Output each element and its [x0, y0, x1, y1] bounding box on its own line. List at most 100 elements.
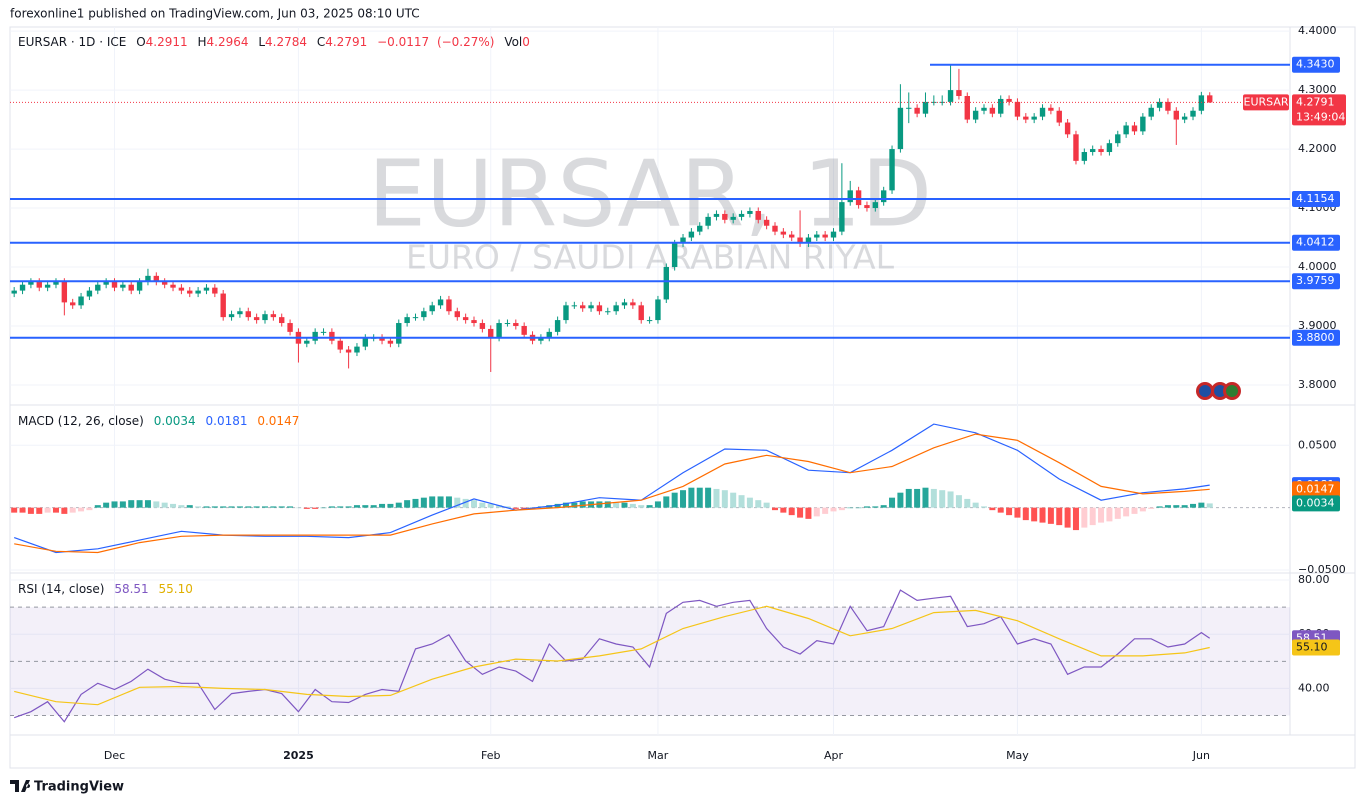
histogram-bar — [922, 487, 929, 508]
indicator-line — [13, 423, 1210, 554]
histogram-bar — [1190, 503, 1197, 508]
candle-body — [1023, 116, 1029, 120]
x-tick-label: Mar — [648, 749, 669, 762]
histogram-bar — [1098, 507, 1105, 523]
candle-body — [1148, 107, 1154, 117]
histogram-bar — [797, 507, 804, 518]
histogram-bar — [69, 507, 76, 513]
macd-legend: MACD (12, 26, close) 0.0034 0.0181 0.014… — [18, 414, 299, 428]
candle-body — [830, 231, 837, 238]
rsi-ma-tag: 55.10 — [1296, 640, 1328, 653]
histogram-bar — [119, 501, 126, 508]
candle-body — [1098, 149, 1104, 153]
candle-body — [922, 101, 929, 114]
candle-body — [195, 290, 201, 294]
candle-body — [713, 213, 720, 217]
candle-body — [187, 290, 193, 294]
candle-body — [128, 284, 134, 291]
histogram-bar — [370, 505, 377, 508]
histogram-bar — [1089, 507, 1096, 526]
candle-body — [379, 337, 385, 341]
candle-body — [362, 337, 369, 347]
candle-body — [613, 305, 619, 312]
candle-body — [538, 337, 544, 341]
candle-body — [722, 213, 728, 220]
candle-body — [429, 305, 435, 312]
candle-body — [772, 225, 778, 232]
histogram-tag-box — [1292, 495, 1340, 512]
close-value: 4.2791 — [325, 35, 367, 49]
candle-body — [931, 101, 937, 103]
histogram-bar — [629, 503, 636, 508]
histogram-bar — [328, 506, 335, 508]
histogram-bar — [86, 507, 93, 511]
histogram-bar — [780, 507, 787, 513]
histogram-bar — [228, 506, 235, 508]
low-value: 4.2784 — [265, 35, 307, 49]
histogram-bar — [103, 502, 110, 508]
histogram-bar — [186, 505, 193, 508]
candle-body — [1073, 134, 1079, 161]
histogram-bar — [696, 487, 703, 508]
rsi-title: RSI (14, close) — [18, 582, 104, 596]
histogram-bar — [1198, 502, 1205, 508]
candle-body — [1156, 101, 1163, 108]
histogram-bar — [914, 488, 921, 508]
histogram-bar — [420, 497, 427, 508]
y-tick-label: 4.2000 — [1298, 142, 1337, 155]
histogram-bar — [562, 502, 569, 508]
y-tick-label: 3.9000 — [1298, 319, 1337, 332]
histogram-bar — [1131, 507, 1138, 514]
publisher-line: forexonline1 published on TradingView.co… — [10, 7, 420, 21]
candle-body — [822, 234, 828, 238]
histogram-bar — [454, 497, 461, 508]
logo-icon — [10, 780, 31, 792]
histogram-bar — [278, 506, 285, 508]
candle-body — [404, 317, 410, 324]
candle-body — [1106, 143, 1113, 153]
candle-body — [262, 314, 268, 321]
candle-body — [897, 107, 904, 150]
histogram-bar — [981, 506, 988, 508]
histogram-bar — [880, 505, 887, 508]
histogram-bar — [889, 497, 896, 508]
candle-body — [161, 281, 168, 285]
low-label: L — [258, 35, 265, 49]
histogram-bar — [955, 495, 962, 508]
histogram-bar — [1064, 507, 1071, 528]
candle-body — [1190, 110, 1196, 117]
candle-body — [755, 210, 761, 220]
signal-tag: 0.0147 — [1296, 482, 1335, 495]
candle-body — [111, 281, 118, 288]
candle-body — [170, 284, 176, 288]
histogram-bar — [1114, 507, 1121, 519]
candle-body — [880, 190, 887, 203]
rsi-ma-tag-box — [1292, 639, 1340, 656]
histogram-bar — [203, 506, 210, 508]
currency-flags — [1196, 382, 1241, 400]
flag-icon — [1199, 385, 1211, 397]
candle-body — [1006, 98, 1012, 102]
price-legend: EURSAR · 1D · ICE O4.2911 H4.2964 L4.278… — [18, 35, 530, 49]
y-tick-label: 4.3000 — [1298, 83, 1337, 96]
histogram-bar — [905, 488, 912, 508]
histogram-bar — [680, 490, 687, 508]
histogram-bar — [646, 505, 653, 508]
candle-body — [228, 314, 235, 318]
last-price: 4.2791 — [1296, 95, 1335, 108]
histogram-bar — [11, 507, 18, 513]
histogram-bar — [178, 505, 185, 508]
histogram-bar — [1014, 507, 1021, 518]
histogram-bar — [872, 506, 879, 508]
candle-body — [78, 296, 84, 306]
candle-body — [471, 320, 477, 324]
candle-body — [421, 311, 427, 318]
level-label: 4.3430 — [1296, 58, 1335, 71]
histogram-bar — [788, 507, 795, 516]
candle-body — [136, 281, 143, 291]
x-tick-label: Dec — [104, 749, 125, 762]
candle-body — [571, 305, 578, 307]
histogram-bar — [755, 500, 762, 508]
high-label: H — [197, 35, 206, 49]
